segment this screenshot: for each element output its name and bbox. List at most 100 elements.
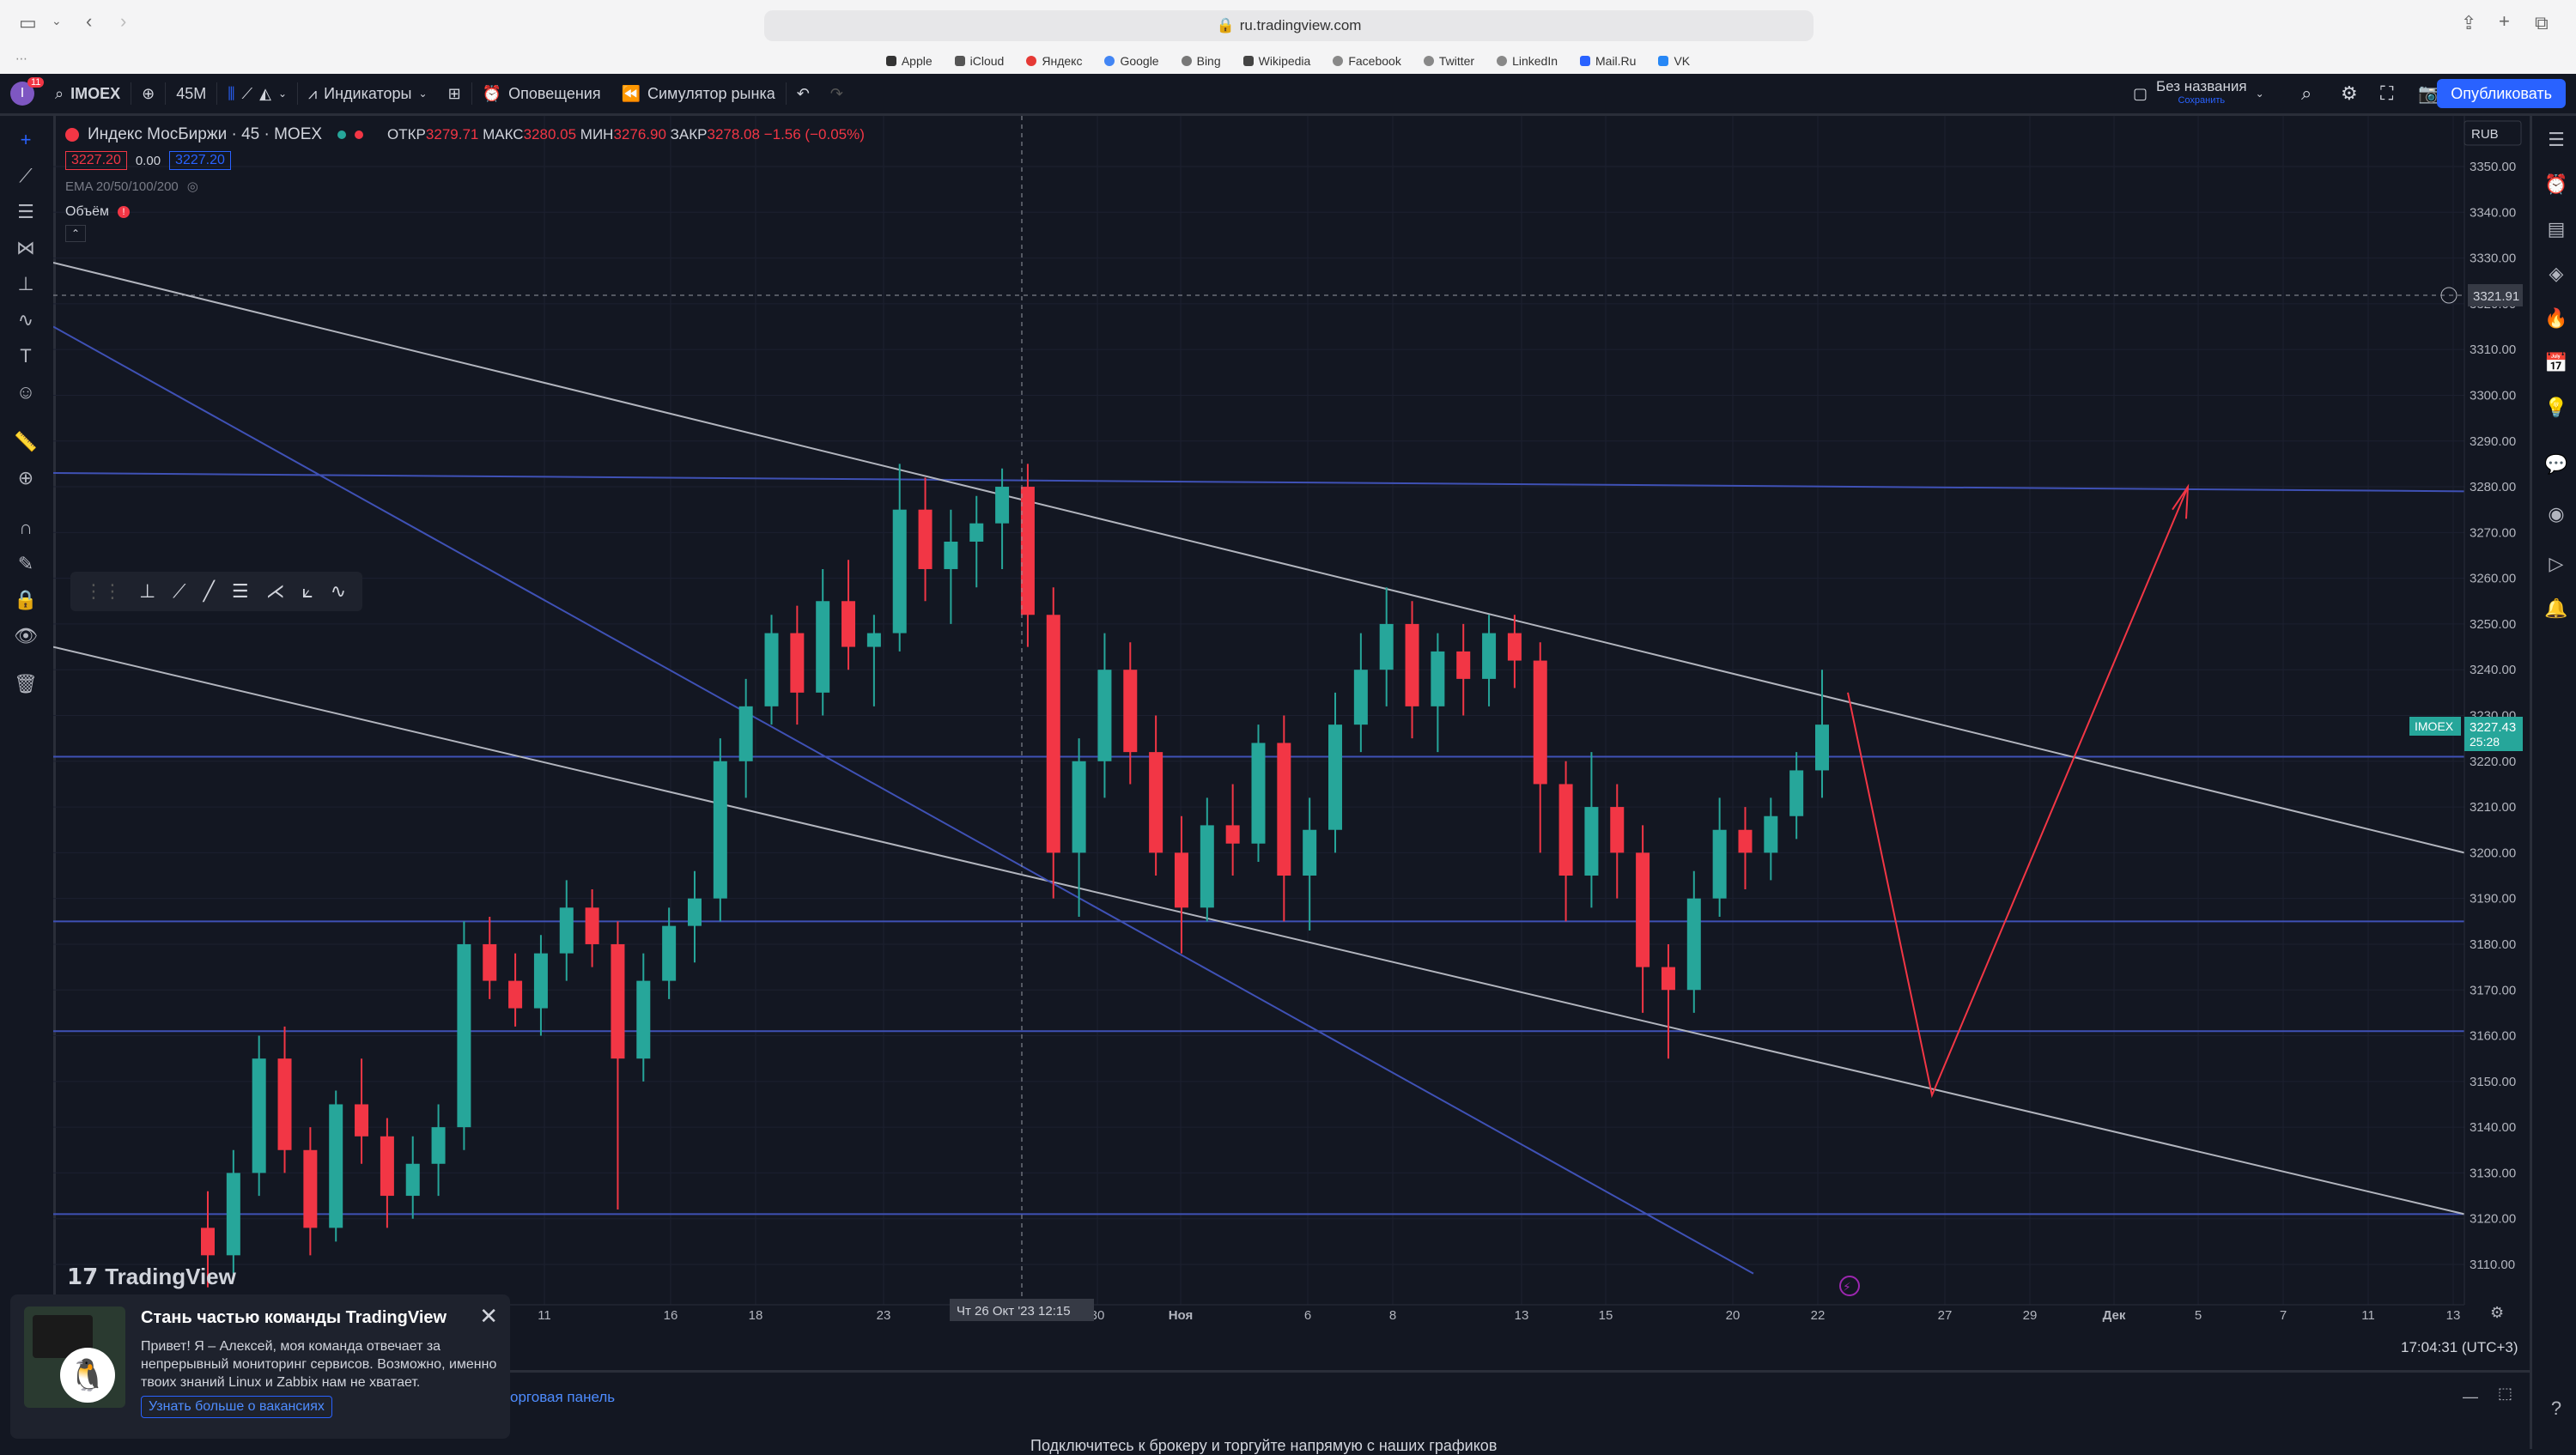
symbol-title[interactable]: Индекс МосБиржи · 45 · MOEX <box>88 125 323 143</box>
chevron-down-icon[interactable]: ⌄ <box>52 14 62 27</box>
drag-handle-icon[interactable]: ⋮⋮ <box>84 580 122 602</box>
lock-icon[interactable]: 🔒 <box>14 589 38 610</box>
object-tree-icon[interactable]: ▤ <box>2547 218 2566 239</box>
candle-body <box>1558 784 1573 876</box>
address-bar[interactable]: 🔒 ru.tradingview.com <box>764 10 1814 41</box>
trash-icon[interactable]: 🗑 <box>14 673 38 694</box>
publish-button[interactable]: Опубликовать <box>2437 79 2566 108</box>
buy-price[interactable]: 3227.20 <box>169 151 231 170</box>
magnet-icon[interactable]: ∩ <box>19 517 33 538</box>
layout-menu[interactable]: ▢ Без названия Сохранить ⌄ <box>2133 78 2264 106</box>
last-price-symbol: IMOEX <box>2415 719 2454 733</box>
avatar[interactable]: I 11 <box>0 74 45 113</box>
compare-button[interactable]: ⊕ <box>131 74 165 113</box>
symbol-search[interactable]: ⌕ IMOEX <box>55 84 121 102</box>
gear-icon[interactable]: ⚙ <box>2341 82 2358 104</box>
calendar-icon[interactable]: 📅 <box>2544 352 2568 373</box>
alerts-button[interactable]: ⏰ Оповещения <box>482 84 601 102</box>
trend-line-icon[interactable]: ╱ <box>203 580 215 602</box>
hidden-eye-icon[interactable]: ◎ <box>186 179 198 194</box>
gann-fan-icon[interactable]: ⟀ <box>301 580 313 602</box>
volume-indicator[interactable]: Объём <box>65 204 109 219</box>
crosshair-icon[interactable]: + <box>20 129 32 150</box>
fib-retracement-icon[interactable]: ☰ <box>17 201 34 222</box>
bookmark-mailru[interactable]: Mail.Ru <box>1580 54 1636 68</box>
chart-type-button[interactable]: ⫼ ⟋ ◭ ⌄ <box>217 74 297 113</box>
divider <box>785 82 787 105</box>
text-icon[interactable]: T <box>20 345 32 367</box>
grid-icon[interactable]: ⋯ <box>15 52 27 65</box>
tabs-overview-icon[interactable]: ⧉ <box>2535 12 2549 33</box>
emoji-icon[interactable]: ☺ <box>15 381 36 403</box>
close-icon[interactable]: ✕ <box>479 1303 498 1329</box>
globe-icon <box>1423 56 1434 66</box>
pitchfork-icon[interactable]: ⋌ <box>265 580 285 602</box>
projection-icon[interactable]: ⊥ <box>17 273 34 294</box>
candle-body <box>1584 807 1599 876</box>
forward-icon[interactable]: › <box>120 10 127 32</box>
price-chart[interactable]: 3110.00 3120.00 3130.00 3140.00 3150.00 3160.… <box>53 116 2530 1370</box>
rewind-icon: ⏪ <box>621 84 641 102</box>
indicators-icon: ⩘ <box>308 84 318 102</box>
eye-icon[interactable]: 👁 <box>14 625 38 646</box>
bookmark-apple[interactable]: Apple <box>885 54 933 68</box>
bookmark-linkedin[interactable]: LinkedIn <box>1497 54 1558 68</box>
bookmark-yandex[interactable]: Яндекс <box>1026 54 1082 68</box>
projection-icon[interactable]: ⊥ <box>139 580 156 602</box>
bookmark-twitter[interactable]: Twitter <box>1423 54 1474 68</box>
bookmark-google[interactable]: Google <box>1104 54 1159 68</box>
back-icon[interactable]: ‹ <box>86 10 93 32</box>
trend-angle-icon[interactable]: ⟋ <box>173 580 186 602</box>
ruler-icon[interactable]: 📏 <box>14 431 38 452</box>
bookmark-icloud[interactable]: iCloud <box>954 54 1004 68</box>
candle-body <box>1661 967 1675 991</box>
quick-search-icon[interactable]: ⌕ <box>2301 82 2312 104</box>
brush-icon[interactable]: ∿ <box>17 309 34 330</box>
bookmark-vk[interactable]: VK <box>1658 54 1690 68</box>
candle-body <box>226 1173 240 1256</box>
new-tab-icon[interactable]: + <box>2499 10 2510 32</box>
y-tick-label: 3120.00 <box>2470 1212 2516 1227</box>
share-icon[interactable]: ⇪ <box>2461 12 2477 33</box>
templates-button[interactable]: ⊞ <box>438 74 471 113</box>
parallel-channel-icon[interactable]: ☰ <box>231 580 249 602</box>
bell-icon[interactable]: 🔔 <box>2544 597 2568 619</box>
fullscreen-icon[interactable]: ⛶ <box>2380 82 2394 104</box>
collapse-legend-button[interactable]: ⌃ <box>65 225 86 242</box>
indicators-button[interactable]: ⩘ Индикаторы ⌄ <box>308 84 428 102</box>
sidebar-icon[interactable]: ▭ <box>19 12 37 33</box>
zoom-in-icon[interactable]: ⊕ <box>17 467 34 488</box>
clock[interactable]: 17:04:31 (UTC+3) <box>2401 1339 2518 1355</box>
replay-button[interactable]: ⏪ Симулятор рынка <box>621 84 775 102</box>
candle-body <box>1277 743 1291 876</box>
maximize-icon[interactable]: ⬚ <box>2497 1385 2512 1402</box>
bookmark-bing[interactable]: Bing <box>1181 54 1221 68</box>
trend-line-icon[interactable]: ⟋ <box>19 165 33 186</box>
candle-body <box>405 1163 420 1197</box>
alarm-clock-icon[interactable]: ⏰ <box>2544 173 2568 195</box>
watchlist-icon[interactable]: ☰ <box>2548 129 2565 150</box>
drawing-mode-icon[interactable]: ✎ <box>17 553 34 574</box>
minimize-icon[interactable]: — <box>2463 1388 2478 1405</box>
candle-body <box>1020 487 1035 615</box>
interval-button[interactable]: 45M <box>176 84 207 102</box>
streams-icon[interactable]: ◉ <box>2548 503 2565 524</box>
bookmark-wikipedia[interactable]: Wikipedia <box>1242 54 1310 68</box>
hotlist-icon[interactable]: 🔥 <box>2544 307 2568 329</box>
layers-icon[interactable]: ◈ <box>2549 263 2564 284</box>
learn-more-button[interactable]: Узнать больше о вакансиях <box>141 1396 332 1418</box>
redo-button[interactable]: ↷ <box>820 74 854 113</box>
trading-panel-tab[interactable]: орговая панель <box>510 1389 616 1405</box>
candle-body <box>533 953 548 1009</box>
undo-button[interactable]: ↶ <box>787 74 820 113</box>
chat-icon[interactable]: 💬 <box>2544 453 2568 475</box>
path-icon[interactable]: ∿ <box>330 580 347 602</box>
play-icon[interactable]: ▷ <box>2549 553 2564 574</box>
bookmark-facebook[interactable]: Facebook <box>1333 54 1401 68</box>
ema-indicator[interactable]: EMA 20/50/100/200 <box>65 179 179 194</box>
patterns-icon[interactable]: ⋈ <box>16 237 35 258</box>
sell-price[interactable]: 3227.20 <box>65 151 127 170</box>
ideas-icon[interactable]: 💡 <box>2544 397 2568 418</box>
candle-body <box>764 633 779 706</box>
help-icon[interactable]: ? <box>2550 1397 2562 1419</box>
